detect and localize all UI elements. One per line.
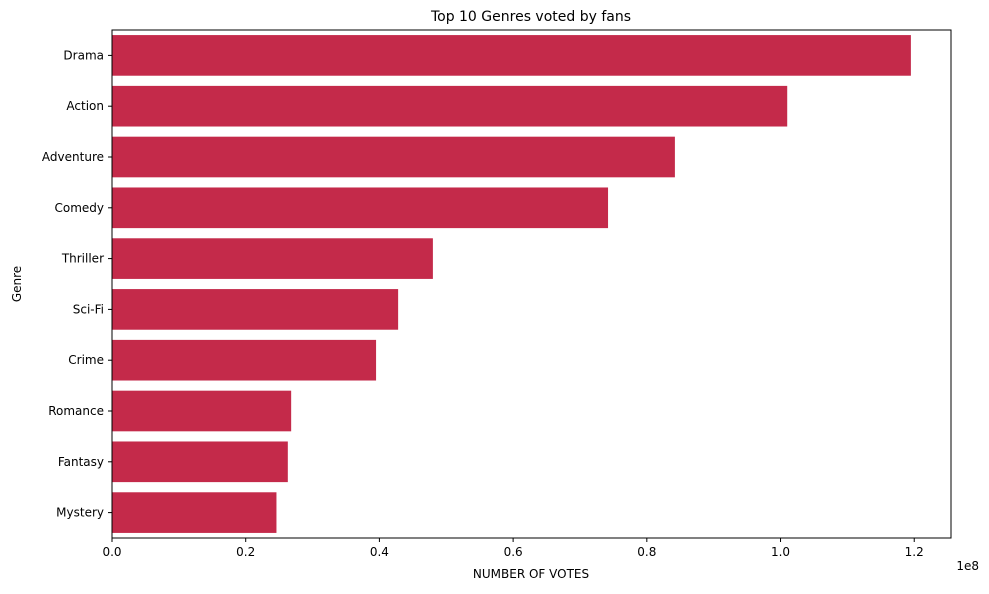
y-tick-label: Action [66, 99, 104, 113]
x-tick-label: 0.2 [236, 545, 255, 559]
bar-romance [112, 390, 292, 432]
y-tick-label: Adventure [42, 150, 104, 164]
y-tick-label: Drama [63, 48, 104, 62]
y-axis-ticks: Drama Action Adventure Comedy Thriller Sci-Fi… [42, 48, 112, 520]
y-tick-label: Fantasy [58, 455, 104, 469]
x-axis-label: NUMBER OF VOTES [473, 567, 589, 581]
y-tick-label: Crime [68, 353, 104, 367]
x-tick-label: 0.6 [504, 545, 523, 559]
bar-adventure [112, 136, 675, 178]
bar-crime [112, 339, 377, 381]
chart-title: Top 10 Genres voted by fans [430, 9, 631, 25]
bar-drama [112, 35, 911, 76]
y-tick-label: Romance [48, 404, 104, 418]
y-tick-label: Comedy [54, 201, 104, 215]
y-axis-label: Genre [10, 266, 24, 302]
x-axis-ticks: 0.0 0.2 0.4 0.6 0.8 1.0 1.2 [102, 538, 924, 559]
bar-fantasy [112, 441, 288, 483]
y-tick-label: Sci-Fi [73, 302, 104, 316]
x-tick-label: 0.0 [102, 545, 121, 559]
y-tick-label: Thriller [61, 252, 104, 266]
x-tick-label: 1.2 [905, 545, 924, 559]
x-tick-label: 0.4 [370, 545, 389, 559]
x-tick-label: 1.0 [771, 545, 790, 559]
bar-action [112, 85, 788, 127]
bars-layer [112, 35, 911, 533]
bar-sci-fi [112, 289, 399, 330]
y-tick-label: Mystery [56, 506, 104, 520]
bar-mystery [112, 492, 277, 533]
bar-comedy [112, 187, 609, 229]
x-tick-label: 0.8 [637, 545, 656, 559]
bar-thriller [112, 238, 433, 279]
x-axis-offset-label: 1e8 [956, 559, 979, 573]
plot-frame [111, 29, 952, 539]
